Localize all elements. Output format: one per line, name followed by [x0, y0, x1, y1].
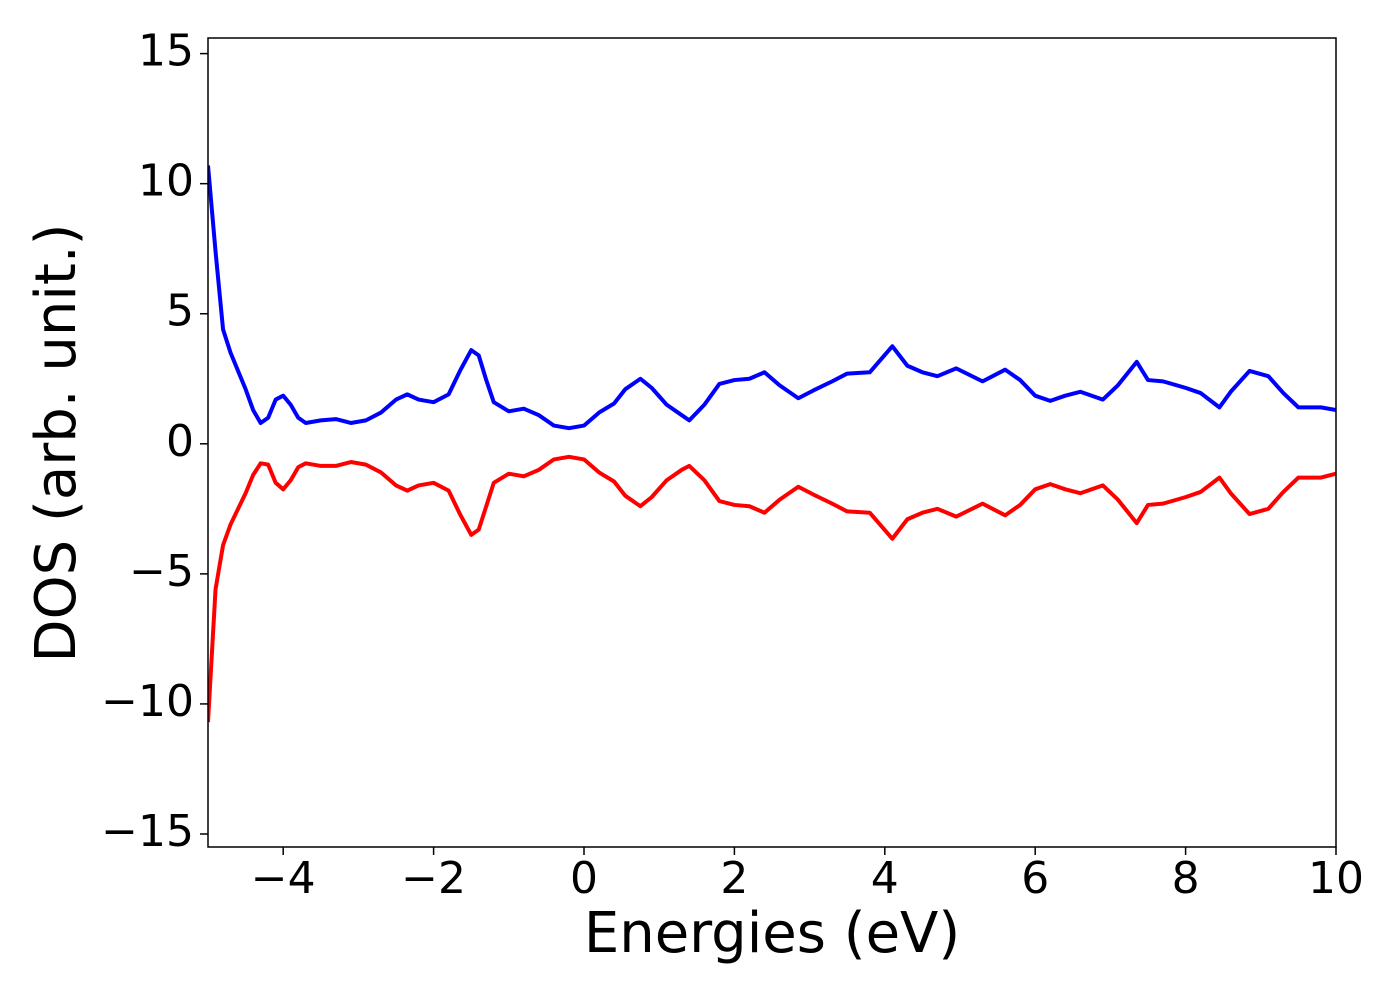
dos-line — [208, 454, 1336, 723]
x-tick-label: 0 — [570, 853, 598, 904]
y-tick-label: 0 — [166, 416, 194, 467]
x-tick-label: 8 — [1172, 853, 1200, 904]
plot-frame — [207, 37, 1337, 848]
y-tick-label: 10 — [138, 156, 194, 207]
x-tick-label: −2 — [401, 853, 466, 904]
y-axis-label: DOS (arb. unit.) — [24, 223, 89, 662]
y-tick-label: 15 — [138, 26, 194, 77]
x-tick-label: 4 — [871, 853, 899, 904]
y-tick-label: −10 — [101, 676, 194, 727]
x-tick-label: 6 — [1021, 853, 1049, 904]
dos-line — [208, 165, 1336, 431]
x-tick-label: −4 — [251, 853, 316, 904]
x-axis-label: Energies (eV) — [584, 901, 960, 966]
y-tick-label: 5 — [166, 286, 194, 337]
y-tick-label: −15 — [101, 806, 194, 857]
x-tick-label: 2 — [720, 853, 748, 904]
x-tick-label: 10 — [1308, 853, 1364, 904]
y-tick-label: −5 — [129, 546, 194, 597]
